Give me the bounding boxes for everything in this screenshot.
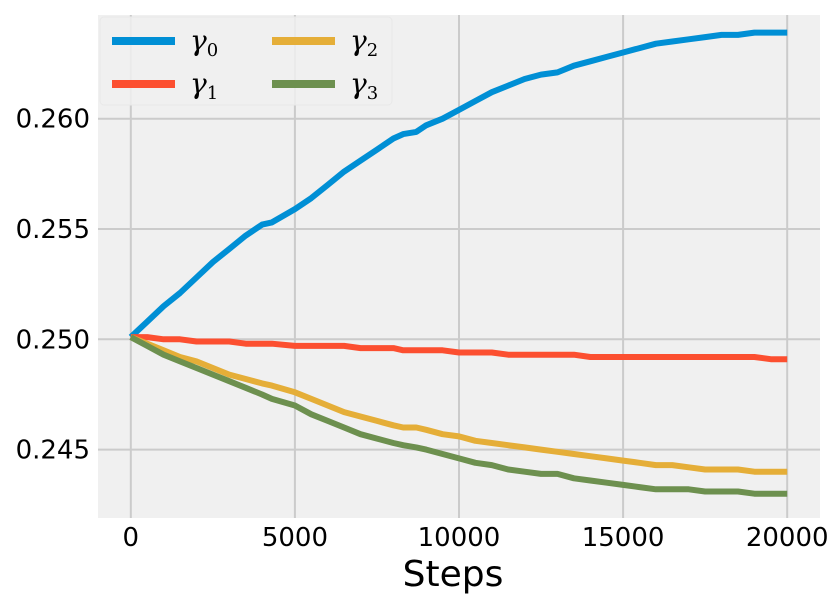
y-tick-labels: 0.245 0.250 0.255 0.260 bbox=[16, 105, 90, 466]
x-tick-label: 20000 bbox=[746, 523, 829, 553]
legend-frame bbox=[99, 16, 393, 106]
series-layer bbox=[128, 29, 788, 497]
legend-label-gamma3: γ3 bbox=[350, 67, 378, 104]
series-line-gamma3 bbox=[129, 334, 788, 497]
y-tick-label: 0.245 bbox=[16, 436, 90, 466]
legend-label-gamma2: γ2 bbox=[350, 24, 378, 61]
y-tick-label: 0.250 bbox=[16, 325, 90, 355]
legend-label-gamma1: γ1 bbox=[190, 67, 218, 104]
series-line-gamma2 bbox=[129, 334, 788, 475]
series-line-gamma0 bbox=[128, 29, 788, 340]
x-tick-label: 10000 bbox=[418, 523, 501, 553]
x-tick-label: 15000 bbox=[582, 523, 665, 553]
x-axis-title: Steps bbox=[403, 554, 504, 595]
series-line-gamma1 bbox=[130, 334, 788, 363]
legend: γ0 γ1 γ2 γ3 bbox=[99, 16, 393, 106]
y-tick-label: 0.255 bbox=[16, 215, 90, 245]
x-tick-label: 0 bbox=[123, 523, 140, 553]
legend-label-gamma0: γ0 bbox=[190, 24, 218, 61]
x-tick-labels: 0 5000 10000 15000 20000 bbox=[123, 523, 829, 553]
y-tick-label: 0.260 bbox=[16, 105, 90, 135]
grid-lines bbox=[98, 15, 820, 518]
x-tick-label: 5000 bbox=[262, 523, 328, 553]
